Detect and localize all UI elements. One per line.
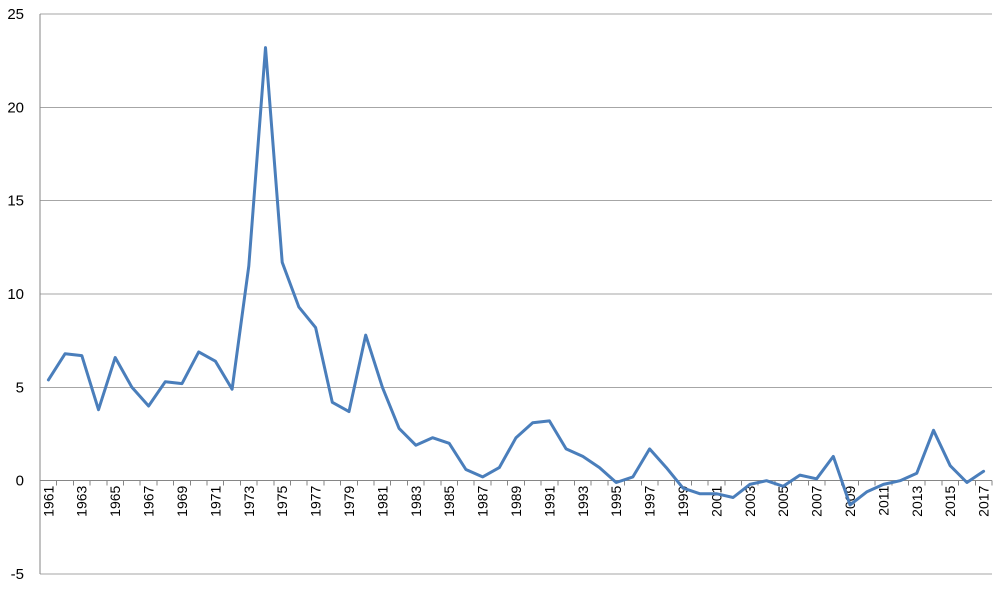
x-tick-label: 1983 (408, 485, 424, 516)
x-tick-label: 1987 (475, 485, 491, 516)
x-tick-label: 2003 (742, 485, 758, 516)
x-tick-label: 1999 (675, 485, 691, 516)
x-tick-label: 2013 (909, 485, 925, 516)
x-tick-label: 1995 (608, 485, 624, 516)
x-tick-label: 1981 (374, 485, 390, 516)
x-tick-label: 1991 (541, 485, 557, 516)
x-tick-label: 1973 (241, 485, 257, 516)
x-tick-label: 1961 (40, 485, 56, 516)
x-tick-label: 1989 (508, 485, 524, 516)
series-layer (46, 46, 986, 507)
x-tick-label: 1975 (274, 485, 290, 516)
x-axis-tick-labels: 1961 1963 1965 1967 1969 1971 1973 1975 1977 1979… (40, 485, 991, 516)
x-tick-label: 2011 (875, 485, 891, 515)
x-tick-label: 1997 (642, 485, 658, 516)
x-tick-label: 1979 (341, 485, 357, 516)
x-tick-label: 2001 (708, 485, 724, 516)
x-tick-label: 1969 (174, 485, 190, 516)
x-tick-label: 2017 (976, 485, 992, 516)
x-tick-label: 1985 (441, 485, 457, 516)
series-line (46, 46, 986, 507)
x-axis-tick-marks (39, 480, 993, 486)
x-tick-label: 1965 (107, 485, 123, 516)
x-tick-label: 2015 (942, 485, 958, 516)
y-tick-label: 15 (7, 193, 24, 210)
y-axis-tick-labels: -5 0 5 10 15 20 25 (7, 6, 24, 583)
y-tick-label: 20 (7, 99, 24, 116)
y-tick-label: 25 (7, 6, 24, 23)
y-tick-label: 5 (16, 379, 24, 396)
x-tick-label: 2005 (775, 485, 791, 516)
x-tick-label: 1977 (308, 485, 324, 516)
x-tick-label: 1993 (575, 485, 591, 516)
x-tick-label: 1967 (141, 485, 157, 516)
x-tick-label: 1963 (74, 485, 90, 516)
x-tick-label: 1971 (207, 485, 223, 516)
gridlines (40, 13, 992, 575)
x-tick-label: 2007 (809, 485, 825, 516)
y-tick-label: 0 (16, 473, 24, 490)
y-tick-label: -5 (11, 566, 24, 583)
y-tick-label: 10 (7, 286, 24, 303)
